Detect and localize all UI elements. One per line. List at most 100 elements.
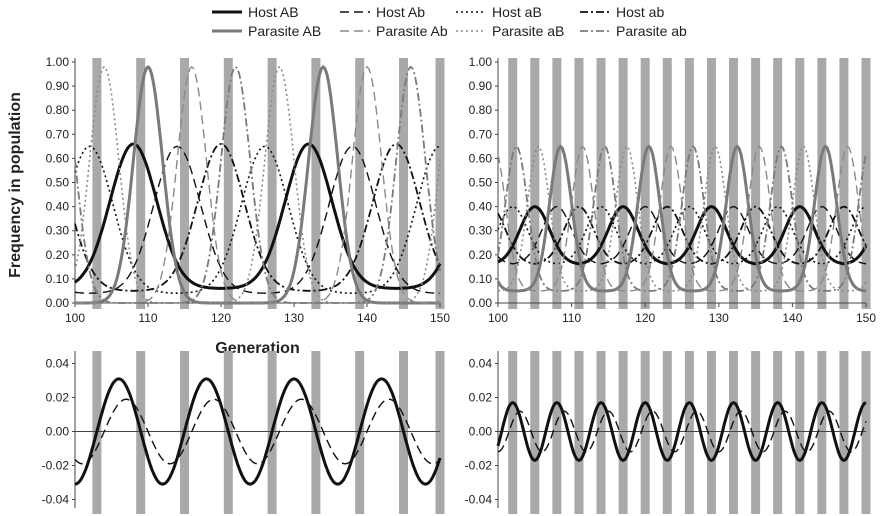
x-tick-label: 100: [65, 311, 85, 325]
x-axis-label: Generation: [215, 340, 299, 357]
series-line: [496, 401, 867, 462]
x-tick-label: 150: [430, 311, 450, 325]
period-bar: [596, 351, 606, 514]
period-bar: [552, 351, 562, 514]
panel-bottom-right: -0.04 -0.02 0.00 0.02 0.04: [465, 351, 871, 514]
series-line-host-ab: [74, 145, 440, 294]
series-line-parasite-ab: [496, 144, 867, 293]
series-line-parasite-ab: [75, 65, 441, 305]
y-tick-label: 0.50: [46, 176, 70, 190]
series-line-host-ab: [74, 142, 442, 290]
period-bar: [817, 351, 827, 514]
period-bar: [706, 351, 716, 514]
x-tick-label: 120: [211, 311, 231, 325]
legend-item: Parasite Ab: [340, 23, 448, 39]
period-bar: [751, 58, 761, 309]
legend-label: Parasite AB: [248, 23, 321, 39]
legend-label: Host ab: [616, 4, 664, 20]
period-bar: [729, 58, 739, 309]
period-bar: [839, 58, 849, 309]
period-bar: [751, 351, 761, 514]
y-tick-label: 0.70: [469, 127, 493, 141]
y-tick-label: 0.00: [469, 425, 493, 439]
y-tick-label: 0.04: [469, 357, 493, 371]
period-bar: [399, 58, 408, 309]
x-tick-label: 140: [782, 311, 802, 325]
period-bar: [508, 351, 518, 514]
y-tick-label: 0.30: [46, 224, 70, 238]
y-tick-label: 0.80: [469, 103, 493, 117]
period-bar: [223, 58, 233, 309]
y-tick-label: 1.00: [46, 55, 70, 69]
panel-top-left: 0.00 0.10 0.20 0.30 0.40 0.50 0.60 0.70 0.80 0.90…: [46, 55, 451, 357]
y-tick-label: 0.00: [46, 425, 70, 439]
x-tick-label: 140: [357, 311, 377, 325]
period-bar: [861, 351, 871, 514]
period-bar: [618, 351, 628, 514]
legend-item: Host Ab: [340, 4, 425, 20]
y-tick-label: 0.60: [469, 151, 493, 165]
y-tick-label: 0.20: [46, 248, 70, 262]
series-line-host-ab: [74, 142, 441, 292]
period-bar: [355, 58, 365, 309]
period-bar: [861, 58, 871, 309]
period-bar: [136, 58, 146, 309]
y-tick-label: 0.10: [46, 272, 70, 286]
legend-item: Host ab: [580, 4, 664, 20]
legend-label: Parasite Ab: [376, 23, 448, 39]
x-tick-label: 130: [709, 311, 729, 325]
x-tick-label: 110: [138, 311, 157, 325]
y-tick-label: 0.40: [469, 200, 493, 214]
x-tick-label: 130: [284, 311, 304, 325]
period-bar: [92, 58, 102, 309]
y-tick-label: -0.02: [42, 459, 70, 473]
period-bar: [435, 58, 445, 309]
y-axis-label: Frequency in population: [7, 92, 24, 278]
period-bar: [552, 58, 562, 309]
period-bar: [530, 351, 540, 514]
y-tick-label: 0.02: [46, 391, 70, 405]
y-tick-label: -0.02: [465, 459, 493, 473]
y-tick-label: 0.90: [46, 79, 70, 93]
series-line-host-ab: [497, 205, 867, 265]
period-bar: [795, 58, 805, 309]
y-tick-label: 1.00: [469, 55, 493, 69]
y-tick-label: 0.04: [46, 357, 70, 371]
period-bar: [508, 58, 518, 309]
y-tick-label: 0.70: [46, 127, 70, 141]
legend-item: Parasite ab: [580, 23, 687, 39]
period-bar: [435, 351, 445, 514]
period-bar: [795, 351, 805, 514]
series-line: [74, 398, 441, 465]
y-tick-label: 0.50: [469, 176, 493, 190]
legend-item: Parasite AB: [212, 23, 321, 39]
period-bar: [662, 58, 672, 309]
period-bar: [640, 58, 650, 309]
period-bar: [662, 351, 672, 514]
y-tick-label: 0.30: [469, 224, 493, 238]
x-tick-label: 120: [635, 311, 655, 325]
legend-label: Host aB: [492, 4, 542, 20]
period-bar: [773, 351, 783, 514]
period-bar: [773, 58, 783, 309]
period-bar: [596, 58, 606, 309]
series-line-parasite-ab: [74, 65, 441, 304]
series-line: [497, 410, 867, 453]
period-bar: [817, 58, 827, 309]
y-tick-label: 0.20: [469, 248, 493, 262]
x-tick-label: 100: [488, 311, 508, 325]
legend: Host AB Host Ab Host aB Host ab Parasite AB P…: [212, 4, 687, 39]
legend-label: Parasite ab: [616, 23, 687, 39]
period-bar: [839, 351, 849, 514]
panel-top-right: 0.00 0.10 0.20 0.30 0.40 0.50 0.60 0.70 0.80 0.90…: [469, 55, 877, 325]
y-tick-label: 0.00: [469, 296, 493, 310]
legend-label: Host AB: [248, 4, 299, 20]
y-tick-label: 0.00: [46, 296, 70, 310]
series-line: [74, 377, 442, 486]
period-bar: [684, 58, 694, 309]
period-bar: [706, 58, 716, 309]
period-bar: [574, 351, 584, 514]
period-bar: [267, 58, 277, 309]
series-line-parasite-ab: [497, 145, 867, 292]
